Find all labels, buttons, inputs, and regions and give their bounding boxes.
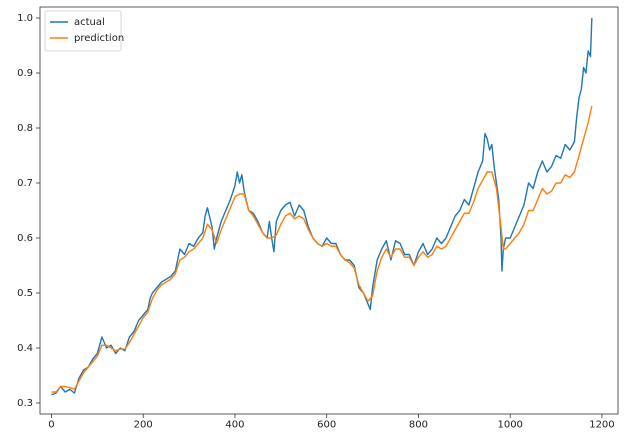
y-tick-label: 1.0 — [17, 13, 33, 24]
y-axis-ticks: 0.3 0.4 0.5 0.6 0.7 0.8 0.9 1.0 — [17, 13, 40, 409]
y-tick-label: 0.4 — [17, 343, 33, 354]
series-line-prediction — [51, 105, 593, 393]
y-tick-label: 0.8 — [17, 123, 33, 134]
y-tick-label: 0.7 — [17, 178, 33, 189]
x-tick-label: 1000 — [497, 419, 522, 430]
legend-label-actual: actual — [74, 17, 105, 28]
x-tick-label: 400 — [225, 419, 244, 430]
series-layer — [51, 17, 593, 396]
x-tick-label: 200 — [134, 419, 153, 430]
plot-frame — [39, 6, 619, 415]
legend-box — [44, 10, 122, 52]
x-tick-label: 600 — [317, 419, 336, 430]
legend-label-prediction: prediction — [74, 33, 124, 44]
y-tick-label: 0.9 — [17, 68, 33, 79]
legend: actual prediction — [44, 10, 124, 52]
x-tick-label: 0 — [48, 419, 54, 430]
x-tick-label: 1200 — [589, 419, 614, 430]
axes-frame — [39, 6, 619, 415]
y-tick-label: 0.3 — [17, 398, 33, 409]
y-tick-label: 0.5 — [17, 288, 33, 299]
x-tick-label: 800 — [409, 419, 428, 430]
x-axis-ticks: 0 200 400 600 800 1000 1200 — [48, 414, 615, 430]
y-tick-label: 0.6 — [17, 233, 33, 244]
series-line-actual — [51, 17, 593, 396]
